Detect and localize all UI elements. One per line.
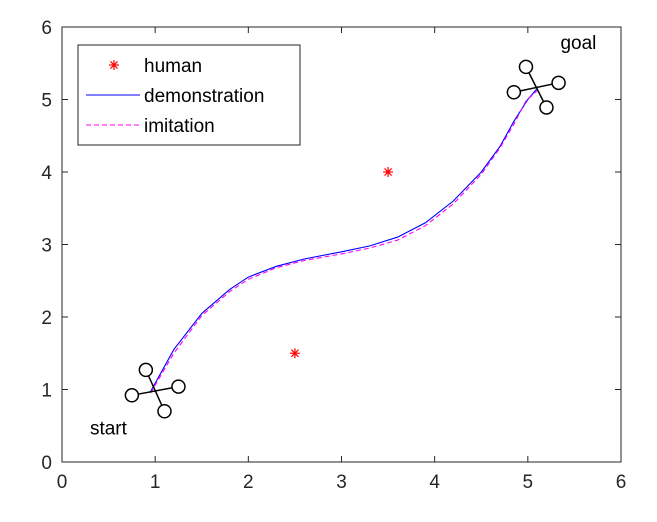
- x-tick-label: 6: [616, 472, 627, 493]
- data-point-human-0-stroke: [290, 349, 299, 358]
- quadrotor-rotor: [124, 388, 140, 403]
- y-tick-label: 3: [41, 236, 52, 257]
- axes-layer: 0 1 2 3 4 5 6 0 1 2 3 4 5 6: [41, 18, 626, 493]
- quadrotor-start: [124, 362, 186, 419]
- data-layer: start goal: [90, 33, 596, 440]
- legend-label-demonstration: demonstration: [144, 86, 264, 107]
- data-point-human-1-stroke: [384, 168, 393, 176]
- y-tick-label: 2: [41, 308, 52, 329]
- quadrotor-rotor: [171, 379, 186, 394]
- data-point-human-0: [289, 348, 300, 359]
- x-tick-label: 2: [243, 472, 254, 493]
- quadrotor-arm: [131, 385, 179, 397]
- x-tick-label: 5: [523, 472, 534, 493]
- legend: human demonstration imitation: [77, 44, 301, 146]
- x-tick-label: 0: [57, 472, 68, 493]
- data-point-human-1: [383, 167, 394, 177]
- quadrotor-rotor: [551, 75, 566, 91]
- quadrotor-rotor: [518, 59, 534, 75]
- quadrotor-goal: [506, 59, 566, 115]
- quadrotor-rotor: [157, 404, 172, 419]
- y-tick-label: 1: [41, 381, 52, 402]
- y-tick-label: 4: [41, 163, 52, 184]
- y-tick-label: 6: [41, 18, 52, 39]
- x-tick-label: 3: [336, 472, 347, 493]
- x-tick-label: 4: [429, 472, 440, 493]
- y-tick-label: 0: [41, 453, 52, 474]
- series-line-demonstration: [150, 88, 538, 392]
- y-tick-label: 5: [41, 91, 52, 112]
- quadrotor-rotor: [506, 85, 522, 100]
- legend-label-imitation: imitation: [144, 116, 215, 137]
- quadrotor-rotor: [138, 362, 154, 378]
- legend-marker-human: [109, 60, 119, 70]
- legend-marker-human-stroke: [110, 61, 118, 69]
- quadrotor-rotor: [539, 100, 554, 115]
- legend-label-human: human: [144, 56, 202, 77]
- annotation-goal: goal: [560, 33, 596, 54]
- annotation-start: start: [90, 418, 128, 439]
- x-tick-label: 1: [150, 472, 161, 493]
- quadrotor-arm: [513, 82, 559, 93]
